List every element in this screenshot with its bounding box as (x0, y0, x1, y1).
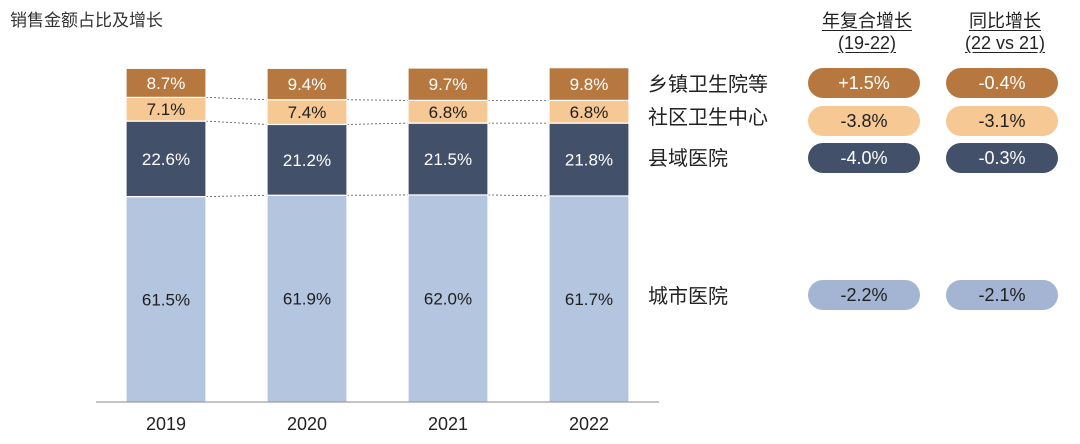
bar-value-label: 7.4% (288, 103, 327, 122)
bar-segment (266, 67, 348, 101)
bar-value-label: 21.5% (424, 150, 472, 169)
connector-line (205, 96, 268, 101)
x-tick-label: 2021 (428, 414, 468, 434)
bar-segment (125, 195, 207, 403)
cagr-pill-county: -4.0% (808, 143, 920, 173)
header-yoy-line2: (22 vs 21) (964, 33, 1046, 53)
bar-value-label: 62.0% (424, 289, 472, 308)
bar-segment (407, 67, 489, 101)
bar-segment (266, 123, 348, 196)
cagr-pill-township: +1.5% (808, 68, 920, 98)
header-cagr: 年复合增长 (19-22) (806, 10, 928, 54)
bar-value-label: 22.6% (142, 150, 190, 169)
yoy-pill-city: -2.1% (946, 280, 1058, 310)
header-yoy-line1: 同比增长 (969, 11, 1041, 31)
bar-value-label: 9.8% (570, 75, 609, 94)
yoy-pill-county: -0.3% (946, 143, 1058, 173)
bar-segment (125, 120, 207, 198)
header-yoy: 同比增长 (22 vs 21) (940, 10, 1070, 54)
yoy-pill-community: -3.1% (946, 106, 1058, 136)
bar-value-label: 21.2% (283, 151, 331, 170)
series-label: 县域医院 (648, 147, 728, 170)
bar-segment (548, 67, 630, 101)
connector-line (346, 99, 409, 101)
bar-value-label: 7.1% (147, 100, 186, 119)
header-cagr-line2: (19-22) (837, 33, 897, 53)
yoy-pill-township: -0.4% (946, 68, 1058, 98)
bar-value-label: 9.7% (429, 75, 468, 94)
bar-segment (407, 122, 489, 196)
x-tick-label: 2019 (146, 414, 186, 434)
bar-value-label: 61.9% (283, 290, 331, 309)
bar-value-label: 8.7% (147, 74, 186, 93)
series-label: 城市医院 (648, 285, 728, 308)
connector-line (205, 194, 268, 197)
bar-value-label: 9.4% (288, 75, 327, 94)
bar-segment (125, 67, 207, 98)
bar-value-label: 6.8% (429, 103, 468, 122)
x-tick-label: 2022 (569, 414, 609, 434)
chart-title: 销售金额占比及增长 (10, 11, 163, 30)
connector-line (346, 122, 409, 125)
bar-value-label: 61.7% (565, 290, 613, 309)
bar-value-label: 61.5% (142, 290, 190, 309)
bar-value-label: 21.8% (565, 151, 613, 170)
bar-segment (548, 195, 630, 403)
connector-line (205, 120, 268, 125)
series-label: 社区卫生中心 (648, 106, 768, 129)
cagr-pill-city: -2.2% (808, 280, 920, 310)
series-label: 乡镇卫生院等 (648, 73, 768, 96)
cagr-pill-community: -3.8% (808, 106, 920, 136)
header-cagr-line1: 年复合增长 (822, 11, 912, 31)
bar-segment (548, 122, 630, 197)
connector-line (487, 194, 550, 197)
x-tick-label: 2020 (287, 414, 327, 434)
bar-value-label: 6.8% (570, 103, 609, 122)
